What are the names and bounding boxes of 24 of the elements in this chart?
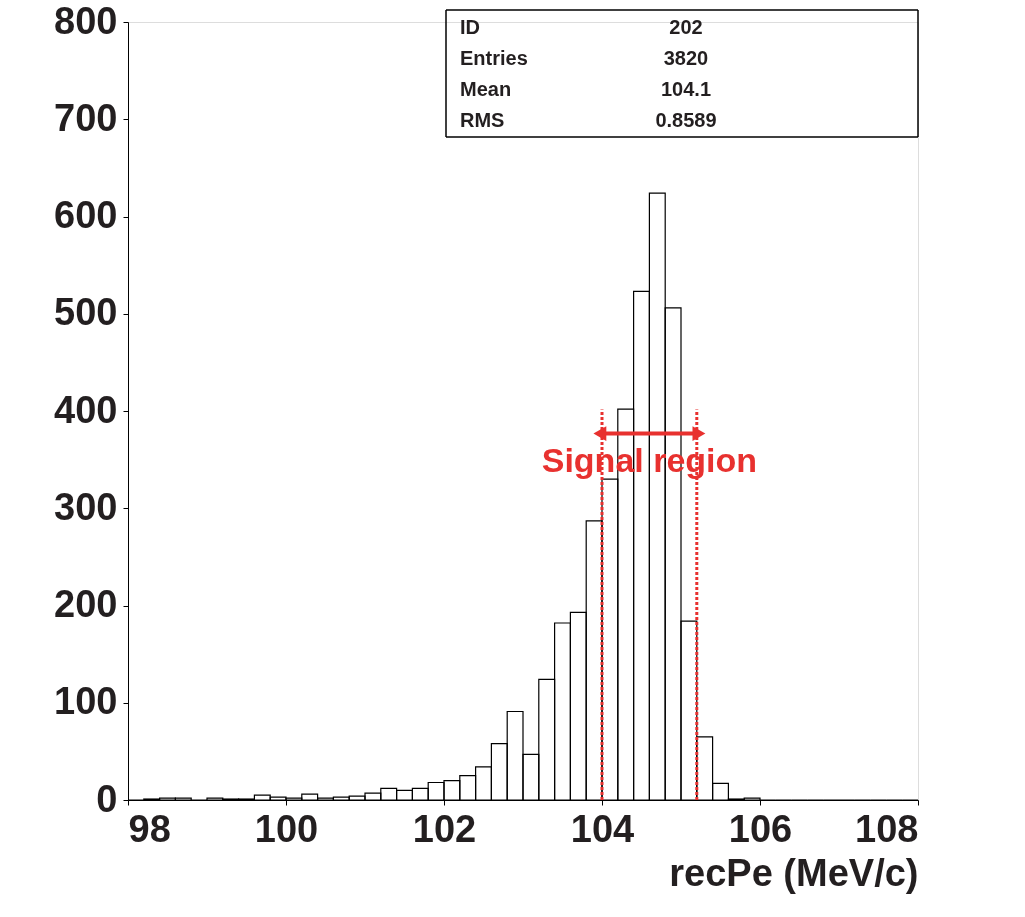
x-tick-label: 100 — [254, 807, 319, 850]
annotation: 104.1 — [660, 78, 712, 100]
annotation: 202 — [669, 16, 703, 38]
x-tick-label: 104 — [570, 807, 635, 850]
y-tick-label: 700 — [54, 96, 118, 139]
y-tick-label: 800 — [54, 0, 118, 42]
y-tick-label: 0 — [96, 777, 118, 820]
x-tick-label: 108 — [855, 807, 919, 850]
x-tick-label: 98 — [128, 807, 171, 850]
annotation: Entries — [460, 47, 528, 69]
y-tick-label: 300 — [54, 485, 118, 528]
y-tick-label: 200 — [54, 583, 118, 625]
y-tick-label: 600 — [54, 194, 118, 236]
y-tick-label: 500 — [54, 291, 118, 334]
x-axis-title: recPe (MeV/c) — [669, 851, 919, 894]
y-tick-label: 100 — [54, 680, 118, 723]
x-tick-label: 106 — [728, 807, 793, 850]
annotation: ID — [460, 16, 480, 38]
y-tick-label: 400 — [54, 388, 118, 431]
annotation: RMS — [460, 109, 505, 131]
annotation: 0.8589 — [655, 109, 717, 131]
x-tick-label: 102 — [412, 807, 477, 850]
annotation: 3820 — [663, 47, 709, 69]
annotation: Mean — [460, 78, 512, 100]
